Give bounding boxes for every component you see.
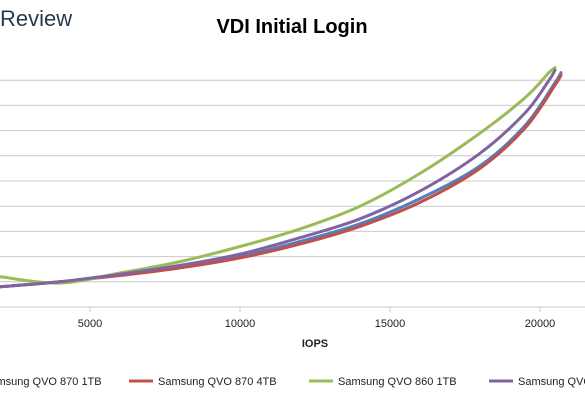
legend-label: Samsung QVO 860 4TB <box>518 376 585 388</box>
x-axis-label: IOPS <box>302 338 328 350</box>
brand-logo-text: Review <box>0 6 72 31</box>
series-line-4 <box>0 68 557 289</box>
x-tick-label: 5000 <box>78 318 102 330</box>
chart-title: VDI Initial Login <box>216 16 367 38</box>
legend-label: Samsung QVO 870 1TB <box>0 376 102 388</box>
gridlines <box>0 79 585 283</box>
x-tick-label: 15000 <box>375 318 406 330</box>
series-line-1 <box>0 71 563 289</box>
x-axis <box>0 306 585 312</box>
legend-label: Samsung QVO 870 4TB <box>158 376 277 388</box>
x-tick-label: 10000 <box>225 318 256 330</box>
legend: Samsung QVO 870 1TB Samsung QVO 870 4TB Sa… <box>0 376 585 388</box>
x-tick-labels: 5000 10000 15000 20000 <box>78 318 556 330</box>
x-tick-label: 20000 <box>525 318 556 330</box>
legend-label: Samsung QVO 860 1TB <box>338 376 457 388</box>
plot-series <box>0 66 563 289</box>
